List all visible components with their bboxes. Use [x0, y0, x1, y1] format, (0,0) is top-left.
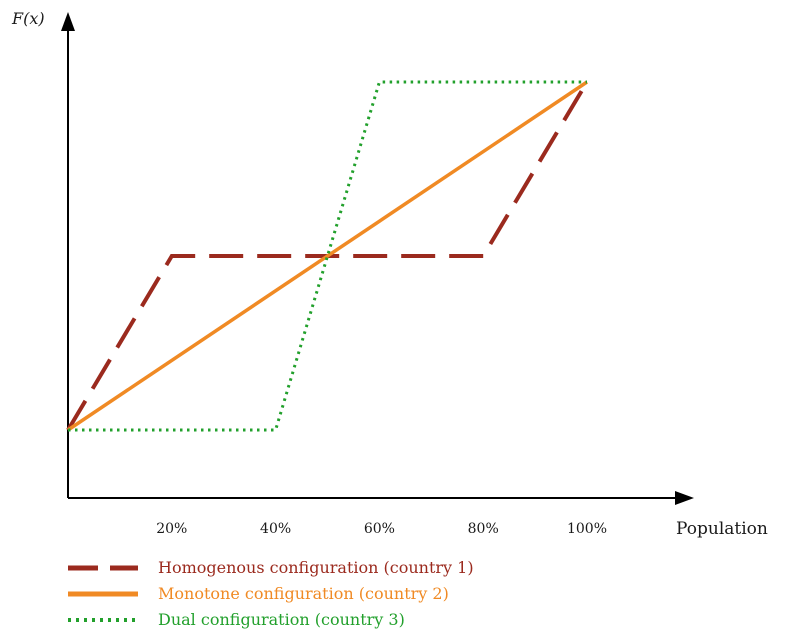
x-axis-title: Population [676, 519, 768, 539]
x-tick-label: 40% [260, 521, 291, 537]
series-line-2 [67, 80, 588, 432]
x-tick-label: 60% [364, 521, 395, 537]
x-tick-label: 100% [567, 521, 607, 537]
legend-label-3: Dual configuration (country 3) [158, 610, 405, 629]
x-tick-label: 80% [468, 521, 499, 537]
y-axis-title: F(x) [11, 9, 45, 28]
x-tick-labels: 20% 40% 60% 80% 100% [156, 521, 607, 537]
legend-label-2: Monotone configuration (country 2) [158, 584, 449, 603]
y-axis-arrow [61, 12, 75, 31]
x-tick-label: 20% [156, 521, 187, 537]
series-lines [66, 80, 589, 432]
legend: Homogenous configuration (country 1) Mono… [68, 558, 474, 629]
x-axis-arrow [675, 491, 694, 505]
axes: F(x) Population [11, 9, 768, 539]
legend-label-1: Homogenous configuration (country 1) [158, 558, 474, 577]
